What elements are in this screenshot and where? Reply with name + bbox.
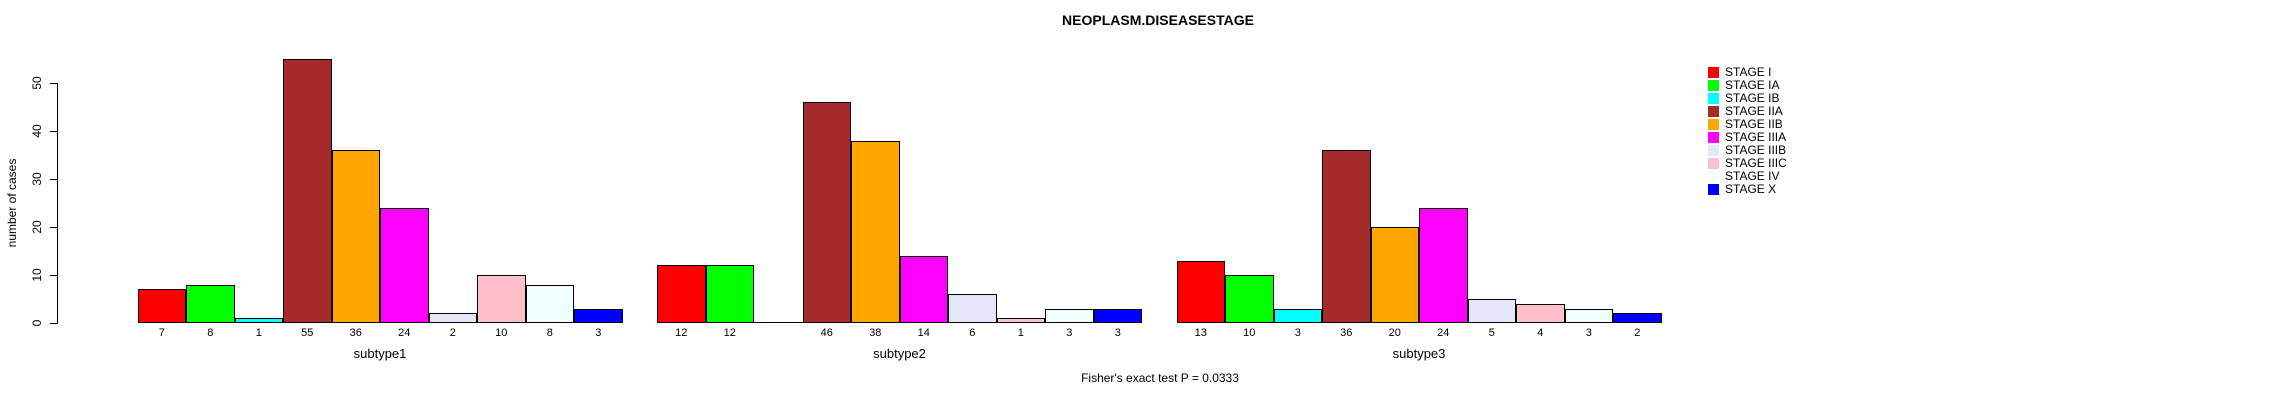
- y-tick-label: 30: [30, 172, 44, 186]
- bar-subtype3-stage-i: [1176, 260, 1225, 323]
- bar-subtype2-stage-i: [657, 265, 706, 323]
- bar-subtype1-stage-iiib: [428, 313, 477, 323]
- bar-value-subtype1-stage-iiia: 24: [398, 327, 411, 339]
- chart-title: NEOPLASM.DISEASESTAGE: [1062, 12, 1254, 28]
- legend-swatch-stage-iiib: [1708, 144, 1719, 156]
- bar-subtype1-stage-i: [137, 289, 186, 323]
- bar-value-subtype2-stage-x: 3: [1114, 327, 1121, 339]
- bar-subtype2-stage-iiib: [948, 294, 997, 323]
- bar-value-subtype2-stage-iv: 3: [1066, 327, 1073, 339]
- bar-subtype1-stage-x: [574, 308, 623, 323]
- group-label-subtype1: subtype1: [353, 346, 407, 361]
- y-tick-label: 50: [30, 76, 44, 90]
- bar-subtype3-stage-x: [1613, 313, 1662, 323]
- y-tick-mark: [50, 83, 57, 84]
- bar-value-subtype1-stage-iiic: 10: [495, 327, 508, 339]
- legend-swatch-stage-iia: [1708, 105, 1719, 117]
- legend-label-stage-ia: STAGE IA: [1725, 78, 1780, 92]
- bar-value-subtype2-stage-iiia: 14: [917, 327, 930, 339]
- legend-swatch-stage-iiia: [1708, 131, 1719, 143]
- y-axis-line: [57, 83, 58, 324]
- bar-subtype1-stage-iib: [331, 150, 380, 323]
- legend-label-stage-iiia: STAGE IIIA: [1725, 130, 1787, 144]
- bar-value-subtype3-stage-x: 2: [1634, 327, 1641, 339]
- bar-value-subtype3-stage-i: 13: [1194, 327, 1207, 339]
- bar-value-subtype1-stage-iib: 36: [349, 327, 362, 339]
- legend-swatch-stage-ib: [1708, 92, 1719, 104]
- bar-subtype3-stage-iiib: [1467, 299, 1516, 323]
- bar-subtype3-stage-ib: [1273, 308, 1322, 323]
- y-tick-mark: [50, 131, 57, 132]
- bar-value-subtype3-stage-iiib: 5: [1488, 327, 1495, 339]
- bar-subtype1-stage-iia: [283, 59, 332, 323]
- bar-value-subtype3-stage-iiia: 24: [1437, 327, 1450, 339]
- legend-label-stage-iiib: STAGE IIIB: [1725, 143, 1787, 157]
- legend-label-stage-i: STAGE I: [1725, 65, 1772, 79]
- bar-value-subtype3-stage-iia: 36: [1340, 327, 1353, 339]
- bar-subtype1-stage-iiic: [477, 275, 526, 323]
- bar-subtype1-stage-ia: [186, 284, 235, 323]
- bar-value-subtype1-stage-x: 3: [595, 327, 602, 339]
- annotation-fisher-test: Fisher's exact test P = 0.0333: [1081, 371, 1239, 385]
- bar-subtype1-stage-ib: [234, 318, 283, 323]
- legend-swatch-stage-iiic: [1708, 157, 1719, 169]
- legend-label-stage-iib: STAGE IIB: [1725, 117, 1783, 131]
- group-label-subtype2: subtype2: [873, 346, 926, 361]
- bar-subtype3-stage-iia: [1322, 150, 1371, 323]
- bar-subtype2-stage-iiia: [899, 255, 948, 323]
- bar-subtype3-stage-iiic: [1516, 303, 1565, 323]
- bar-subtype2-stage-iia: [802, 102, 851, 323]
- bar-value-subtype2-stage-i: 12: [675, 327, 688, 339]
- bar-subtype3-stage-iv: [1564, 308, 1613, 323]
- bar-subtype2-stage-ia: [705, 265, 754, 323]
- bar-value-subtype1-stage-iv: 8: [546, 327, 553, 339]
- bar-value-subtype1-stage-ib: 1: [255, 327, 262, 339]
- legend-label-stage-iv: STAGE IV: [1725, 169, 1780, 183]
- legend-label-stage-iiic: STAGE IIIC: [1725, 156, 1787, 170]
- bar-value-subtype1-stage-iia: 55: [301, 327, 314, 339]
- bar-subtype2-stage-iib: [851, 140, 900, 323]
- y-tick-mark: [50, 275, 57, 276]
- bar-subtype1-stage-iv: [525, 284, 574, 323]
- bar-subtype1-stage-iiia: [380, 207, 429, 323]
- legend-label-stage-iia: STAGE IIA: [1725, 104, 1783, 118]
- bar-subtype2-stage-ib: [754, 322, 803, 323]
- bar-value-subtype1-stage-ia: 8: [207, 327, 214, 339]
- legend-label-stage-ib: STAGE IB: [1725, 91, 1780, 105]
- bar-value-subtype2-stage-iiib: 6: [969, 327, 976, 339]
- bar-value-subtype3-stage-iiic: 4: [1537, 327, 1544, 339]
- bar-value-subtype2-stage-ia: 12: [723, 327, 736, 339]
- y-axis-label: number of cases: [5, 158, 19, 248]
- bar-value-subtype3-stage-ia: 10: [1243, 327, 1256, 339]
- bar-value-subtype2-stage-iib: 38: [869, 327, 882, 339]
- bar-value-subtype1-stage-iiib: 2: [449, 327, 456, 339]
- bar-subtype2-stage-x: [1093, 308, 1142, 323]
- legend-swatch-stage-ia: [1708, 79, 1719, 91]
- bar-subtype3-stage-ia: [1225, 275, 1274, 323]
- bar-subtype3-stage-iib: [1370, 227, 1419, 323]
- y-tick-label: 0: [30, 319, 44, 327]
- y-tick-mark: [50, 227, 57, 228]
- legend-swatch-stage-x: [1708, 183, 1719, 195]
- bar-value-subtype2-stage-iia: 46: [820, 327, 833, 339]
- bar-value-subtype3-stage-iib: 20: [1388, 327, 1401, 339]
- y-tick-label: 10: [30, 268, 44, 282]
- legend-swatch-stage-iib: [1708, 118, 1719, 130]
- bar-subtype2-stage-iv: [1045, 308, 1094, 323]
- bar-value-subtype1-stage-i: 7: [158, 327, 165, 339]
- bar-subtype2-stage-iiic: [996, 318, 1045, 323]
- y-tick-label: 40: [30, 124, 44, 138]
- legend-swatch-stage-iv: [1708, 170, 1719, 182]
- bar-value-subtype2-stage-iiic: 1: [1017, 327, 1024, 339]
- y-tick-mark: [50, 179, 57, 180]
- bar-value-subtype3-stage-ib: 3: [1294, 327, 1301, 339]
- group-label-subtype3: subtype3: [1392, 346, 1446, 361]
- bar-value-subtype3-stage-iv: 3: [1585, 327, 1592, 339]
- legend-swatch-stage-i: [1708, 66, 1719, 78]
- y-tick-mark: [50, 323, 57, 324]
- bar-subtype3-stage-iiia: [1419, 207, 1468, 323]
- legend-label-stage-x: STAGE X: [1725, 182, 1777, 196]
- y-tick-label: 20: [30, 220, 44, 234]
